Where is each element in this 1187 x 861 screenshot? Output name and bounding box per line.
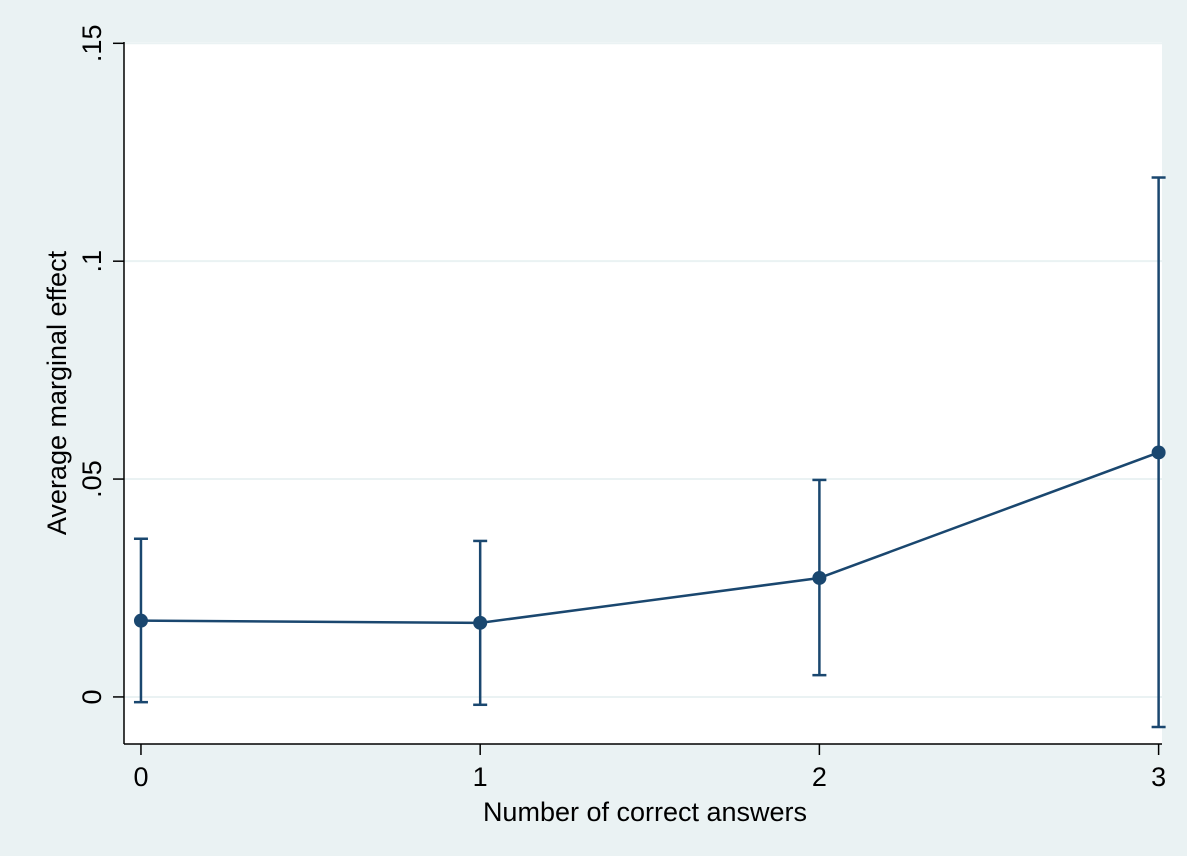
y-tick-label: .15: [77, 25, 107, 63]
data-points: [133, 445, 1166, 630]
x-tick-label: 1: [473, 762, 488, 792]
x-tick-label: 3: [1151, 762, 1166, 792]
x-tick-label: 0: [133, 762, 148, 792]
x-axis-label: Number of correct answers: [483, 797, 807, 827]
y-axis-label: Average marginal effect: [42, 250, 72, 535]
data-point: [473, 615, 488, 630]
y-tick-label: .1: [77, 250, 107, 273]
plot-area: [124, 42, 1162, 744]
y-tick-label: 0: [77, 689, 107, 704]
y-axis-ticks: 0 .05 .1 .15: [77, 25, 124, 704]
axes: [123, 42, 1162, 745]
x-tick-label: 2: [812, 762, 827, 792]
data-point: [1151, 445, 1166, 460]
gridlines: [124, 42, 1162, 698]
y-tick-label: .05: [77, 460, 107, 498]
data-point: [812, 570, 827, 585]
series-polyline: [140, 451, 1160, 625]
x-axis-ticks: 0 1 2 3: [133, 744, 1166, 792]
data-point: [133, 613, 148, 628]
series-line: [140, 451, 1160, 625]
